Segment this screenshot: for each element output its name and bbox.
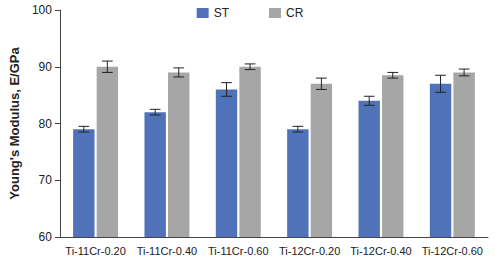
svg-text:Ti-11Cr-0.20: Ti-11Cr-0.20 <box>65 245 126 257</box>
svg-text:ST: ST <box>214 6 230 20</box>
svg-text:60: 60 <box>39 230 53 244</box>
svg-text:Ti-12Cr-0.60: Ti-12Cr-0.60 <box>422 245 483 257</box>
svg-text:90: 90 <box>39 60 53 74</box>
svg-text:Ti-12Cr-0.40: Ti-12Cr-0.40 <box>350 245 411 257</box>
svg-text:Young's Modulus, E/GPa: Young's Modulus, E/GPa <box>7 47 22 200</box>
svg-text:70: 70 <box>39 173 53 187</box>
svg-text:CR: CR <box>286 6 304 20</box>
svg-text:80: 80 <box>39 117 53 131</box>
svg-text:Ti-11Cr-0.40: Ti-11Cr-0.40 <box>137 245 198 257</box>
svg-text:Ti-12Cr-0.20: Ti-12Cr-0.20 <box>279 245 340 257</box>
svg-text:Ti-11Cr-0.60: Ti-11Cr-0.60 <box>208 245 269 257</box>
svg-text:100: 100 <box>32 3 52 17</box>
